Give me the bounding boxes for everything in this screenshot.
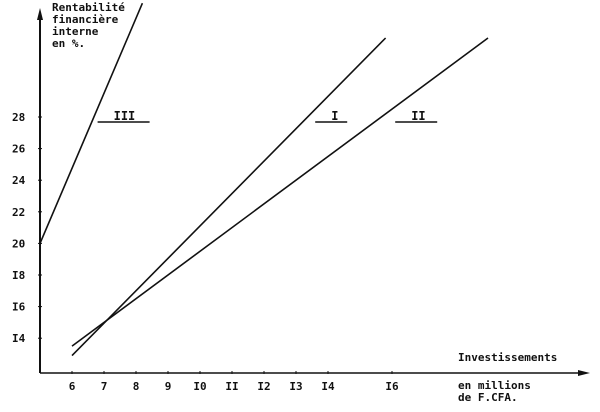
y-tick-label: 24 xyxy=(12,174,26,187)
series-label-II: II xyxy=(411,109,425,123)
x-tick-label: 6 xyxy=(69,380,76,393)
y-tick-label: 28 xyxy=(12,111,25,124)
x-axis-title: Investissements xyxy=(458,351,558,364)
x-axis-arrow xyxy=(578,369,590,376)
y-axis-title-line: interne xyxy=(52,25,99,38)
y-tick-label: 22 xyxy=(12,206,25,219)
x-tick-label: I2 xyxy=(257,380,270,393)
x-tick-label: 9 xyxy=(165,380,172,393)
series-line-III xyxy=(39,2,144,244)
y-axis-title-line: en %. xyxy=(52,37,86,50)
series-line-II xyxy=(71,37,489,347)
x-tick-label: I0 xyxy=(193,380,206,393)
y-tick-label: I8 xyxy=(12,269,25,282)
x-axis-unit-line: de F.CFA. xyxy=(458,391,518,404)
x-tick-label: 8 xyxy=(133,380,140,393)
y-tick-label: 20 xyxy=(12,237,25,250)
series-line-I xyxy=(71,37,387,357)
y-axis-title: Rentabilité financière interne en %. xyxy=(52,2,125,50)
series-label-I: I xyxy=(331,109,338,123)
series-label-III: III xyxy=(114,109,136,123)
y-tick-label: I6 xyxy=(12,301,26,314)
y-tick-label: I4 xyxy=(12,332,26,345)
x-axis-unit: en millions de F.CFA. xyxy=(458,380,531,404)
x-tick-label: I3 xyxy=(289,380,302,393)
y-tick-label: 26 xyxy=(12,143,26,156)
y-axis-title-line: financière xyxy=(52,13,119,26)
x-axis-unit-line: en millions xyxy=(458,379,531,392)
x-tick-label: I4 xyxy=(321,380,335,393)
x-tick-label: II xyxy=(225,380,238,393)
x-tick-label: I6 xyxy=(385,380,399,393)
x-tick-label: 7 xyxy=(101,380,108,393)
y-axis-arrow xyxy=(37,8,43,20)
y-axis-title-line: Rentabilité xyxy=(52,1,125,14)
